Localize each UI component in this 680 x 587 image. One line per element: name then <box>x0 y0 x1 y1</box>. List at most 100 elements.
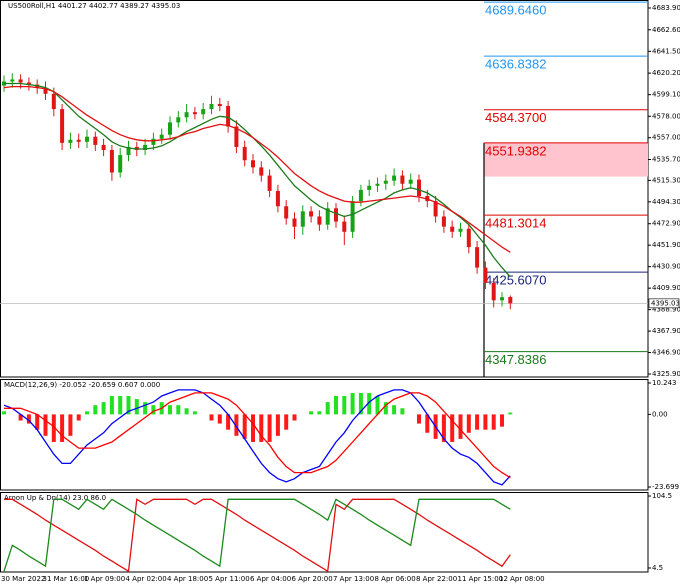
y-tick-label: 10.243 <box>652 379 677 387</box>
histogram-bar <box>192 411 197 415</box>
y-tick-label: 4388.90 <box>652 306 680 314</box>
histogram-bar <box>458 414 463 439</box>
y-tick-label: 4578.00 <box>652 112 680 120</box>
histogram-bar <box>475 414 480 430</box>
level-label: 4347.8386 <box>485 352 546 367</box>
moving-average <box>3 85 511 253</box>
histogram-bar <box>176 405 181 415</box>
main-panel-frame <box>0 0 649 378</box>
candle-body <box>93 136 98 145</box>
histogram-bar <box>151 405 156 415</box>
histogram-bar <box>309 411 314 415</box>
histogram-bar <box>275 414 280 436</box>
y-tick-label: 4409.90 <box>652 284 680 292</box>
y-tick-label: 4515.30 <box>652 176 680 184</box>
y-tick-label: 4472.90 <box>652 220 680 228</box>
candle-body <box>309 211 314 217</box>
candle-body <box>234 126 239 147</box>
histogram-bar <box>209 414 214 421</box>
histogram-bar <box>43 414 48 436</box>
x-tick-label: 8 Apr 22:00 <box>416 575 457 583</box>
histogram-bar <box>334 396 338 415</box>
histogram-bar <box>126 396 131 415</box>
y-tick-label: 4683.90 <box>652 4 680 12</box>
candle-body <box>358 189 363 202</box>
aroon-line <box>3 498 511 572</box>
candle-body <box>483 267 488 283</box>
candle-body <box>151 138 156 145</box>
histogram-bar <box>350 392 355 415</box>
histogram-bar <box>483 414 488 430</box>
candle-body <box>342 221 347 232</box>
aroon-line <box>4 498 511 573</box>
candle-body <box>334 208 338 222</box>
histogram-bar <box>425 414 430 433</box>
x-tick-label: 4 Apr 02:00 <box>126 575 167 583</box>
macd-title: MACD(12,26,9) -20.052 -20.659 0.607 0.00… <box>4 381 160 389</box>
candle-body <box>408 179 413 184</box>
histogram-bar <box>383 402 388 415</box>
candle-body <box>242 146 247 161</box>
candle-body <box>275 190 280 207</box>
histogram-bar <box>375 396 380 415</box>
candle-body <box>101 144 106 151</box>
main-title: US500Roll,H1 4401.27 4402.77 4389.27 439… <box>8 2 180 10</box>
macd-panel-frame <box>0 379 649 491</box>
y-tick-label: 104.5 <box>652 492 672 500</box>
histogram-bar <box>85 411 89 415</box>
candle-body <box>284 206 289 219</box>
y-tick-label: 4325.90 <box>652 370 680 378</box>
histogram-bar <box>317 411 322 415</box>
y-tick-label: 4494.30 <box>652 198 680 206</box>
x-tick-label: 5 Apr 11:00 <box>209 575 250 583</box>
histogram-bar <box>358 392 363 415</box>
histogram-bar <box>101 402 106 415</box>
candle-body <box>458 228 463 232</box>
histogram-bar <box>491 414 496 430</box>
histogram-bar <box>68 414 73 436</box>
histogram-bar <box>284 414 289 430</box>
moving-average <box>4 82 511 278</box>
x-tick-label: 1 Apr 09:00 <box>84 575 125 583</box>
candle-body <box>267 175 272 191</box>
candle-body <box>109 150 114 173</box>
candle-body <box>226 106 231 127</box>
histogram-bar <box>450 414 455 442</box>
histogram-bar <box>217 414 222 424</box>
histogram-bar <box>18 414 23 421</box>
y-tick-label: 4367.90 <box>652 327 680 335</box>
histogram-bar <box>242 414 247 439</box>
candle-body <box>367 185 372 190</box>
candle-body <box>400 175 405 184</box>
y-tick-label: -23.699 <box>652 483 679 491</box>
candle-body <box>68 139 73 143</box>
candle-body <box>51 93 56 110</box>
candle-body <box>184 112 189 118</box>
aroon-panel-frame <box>0 492 649 573</box>
y-tick-label: 4557.00 <box>652 134 680 142</box>
histogram-bar <box>51 414 56 442</box>
level-label: 4689.6460 <box>485 3 546 18</box>
candle-body <box>43 87 48 94</box>
histogram-bar <box>60 414 65 442</box>
candle-body <box>76 139 81 142</box>
y-tick-label: 4346.90 <box>652 349 680 357</box>
histogram-bar <box>143 402 148 415</box>
candle-body <box>10 79 15 82</box>
candle-body <box>60 109 65 143</box>
histogram-bar <box>26 414 31 424</box>
x-tick-label: 8 Apr 06:00 <box>375 575 416 583</box>
histogram-bar <box>35 414 40 430</box>
x-tick-label: 6 Apr 20:00 <box>292 575 333 583</box>
candle-body <box>300 211 305 227</box>
histogram-bar <box>292 414 297 421</box>
candle-body <box>441 216 446 227</box>
candle-body <box>450 226 455 232</box>
candle-body <box>143 144 148 151</box>
macd-line <box>4 392 511 479</box>
histogram-bar <box>417 414 421 424</box>
candle-body <box>126 146 131 156</box>
x-tick-label: 7 Apr 13:00 <box>333 575 374 583</box>
y-tick-label: 4620.20 <box>652 69 680 77</box>
y-tick-label: 4662.60 <box>652 26 680 34</box>
